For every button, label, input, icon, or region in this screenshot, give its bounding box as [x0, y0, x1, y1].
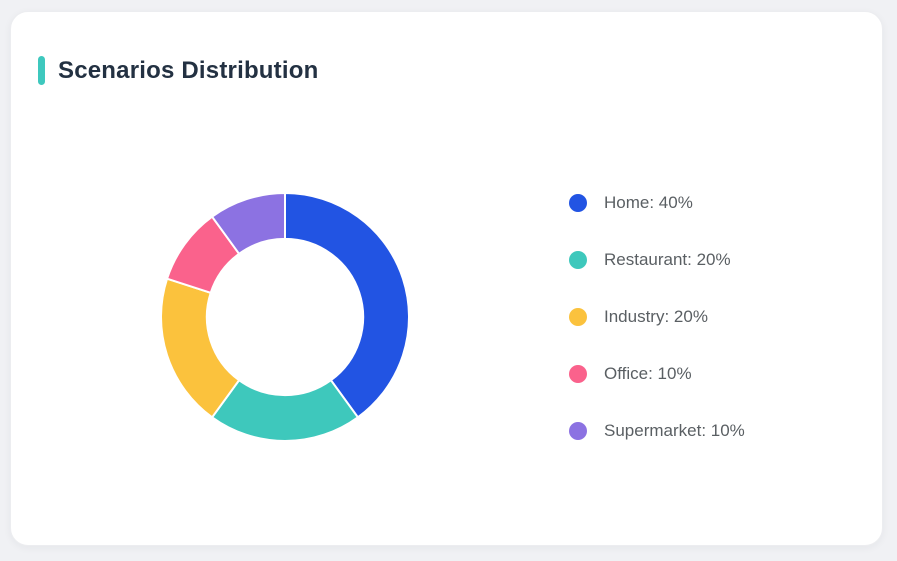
donut-chart	[160, 192, 410, 442]
legend-label-supermarket: Supermarket: 10%	[604, 420, 745, 440]
scenarios-distribution-card: Scenarios Distribution Home: 40% Restaur…	[10, 11, 883, 546]
title-accent-bar	[38, 56, 45, 85]
chart-legend: Home: 40% Restaurant: 20% Industry: 20% …	[569, 174, 745, 459]
legend-item-industry[interactable]: Industry: 20%	[569, 288, 745, 345]
legend-dot-restaurant	[569, 250, 587, 269]
donut-segment-restaurant[interactable]	[211, 379, 359, 442]
legend-item-home[interactable]: Home: 40%	[569, 174, 745, 231]
donut-segment-industry[interactable]	[160, 277, 241, 419]
legend-label-restaurant: Restaurant: 20%	[604, 249, 731, 269]
donut-chart-container	[155, 187, 415, 447]
legend-label-industry: Industry: 20%	[604, 306, 708, 326]
donut-segment-home[interactable]	[284, 192, 410, 419]
legend-dot-office	[569, 364, 587, 383]
page-title: Scenarios Distribution	[58, 56, 319, 84]
legend-label-office: Office: 10%	[604, 363, 692, 383]
legend-dot-home	[569, 193, 587, 212]
legend-item-office[interactable]: Office: 10%	[569, 345, 745, 402]
donut-segment-supermarket[interactable]	[211, 192, 286, 255]
legend-dot-supermarket	[569, 421, 587, 440]
legend-item-restaurant[interactable]: Restaurant: 20%	[569, 231, 745, 288]
card-header: Scenarios Distribution	[38, 56, 318, 85]
legend-label-home: Home: 40%	[604, 192, 693, 212]
legend-dot-industry	[569, 307, 587, 326]
legend-item-supermarket[interactable]: Supermarket: 10%	[569, 402, 745, 459]
